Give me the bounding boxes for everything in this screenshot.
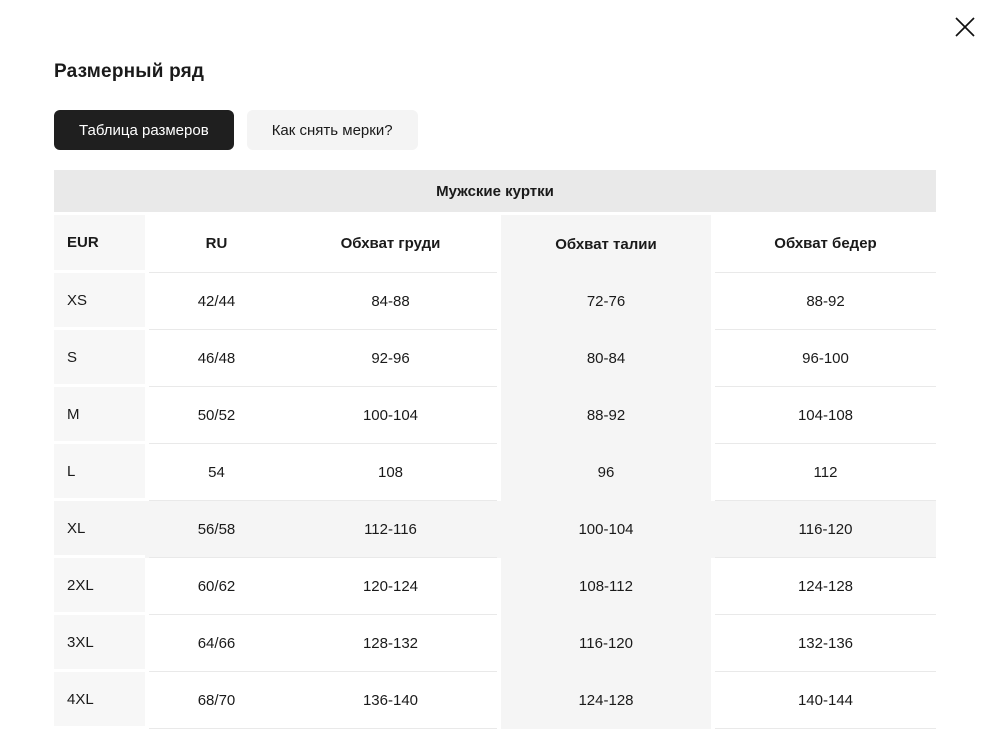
column-header-hips: Обхват бедер <box>715 215 936 273</box>
cell-waist: 96 <box>501 444 711 501</box>
cell-eur-size: 2XL <box>54 558 145 615</box>
cell-ru-size: 54 <box>149 444 284 501</box>
table-row-xl: XL 56/58 112-116 100-104 116-120 <box>54 501 936 558</box>
cell-hips: 112 <box>715 444 936 501</box>
cell-hips: 96-100 <box>715 330 936 387</box>
cell-ru-size: 56/58 <box>149 501 284 558</box>
cell-chest: 112-116 <box>284 501 497 558</box>
cell-eur-size: M <box>54 387 145 444</box>
cell-waist: 72-76 <box>501 273 711 330</box>
column-header-ru: RU <box>149 215 284 273</box>
cell-eur-size: L <box>54 444 145 501</box>
cell-chest: 100-104 <box>284 387 497 444</box>
tab-bar: Таблица размеров Как снять мерки? <box>54 110 418 150</box>
cell-eur-size: XL <box>54 501 145 558</box>
cell-ru-size: 46/48 <box>149 330 284 387</box>
tab-size-table[interactable]: Таблица размеров <box>54 110 234 150</box>
cell-eur-size: 4XL <box>54 672 145 729</box>
cell-eur-size: S <box>54 330 145 387</box>
cell-chest: 108 <box>284 444 497 501</box>
tab-how-to-measure[interactable]: Как снять мерки? <box>246 110 418 150</box>
cell-ru-size: 50/52 <box>149 387 284 444</box>
cell-chest: 120-124 <box>284 558 497 615</box>
cell-chest: 136-140 <box>284 672 497 729</box>
column-header-eur: EUR <box>54 215 145 273</box>
size-table: Мужские куртки EUR RU Обхват груди Обхва… <box>54 170 936 729</box>
cell-ru-size: 60/62 <box>149 558 284 615</box>
table-caption: Мужские куртки <box>54 170 936 212</box>
close-icon <box>955 17 975 37</box>
modal-title: Размерный ряд <box>54 61 205 82</box>
cell-waist: 100-104 <box>578 521 634 538</box>
table-row-s: S 46/48 92-96 80-84 96-100 <box>54 330 936 387</box>
cell-hips: 116-120 <box>715 501 936 558</box>
cell-waist: 80-84 <box>501 330 711 387</box>
cell-ru-size: 68/70 <box>149 672 284 729</box>
table-row-l: L 54 108 96 112 <box>54 444 936 501</box>
cell-hips: 124-128 <box>715 558 936 615</box>
cell-eur-size: XS <box>54 273 145 330</box>
cell-waist: 88-92 <box>501 387 711 444</box>
column-header-waist: Обхват талии <box>501 215 711 273</box>
table-row-2xl: 2XL 60/62 120-124 108-112 124-128 <box>54 558 936 615</box>
cell-hips: 132-136 <box>715 615 936 672</box>
cell-hips: 140-144 <box>715 672 936 729</box>
cell-ru-size: 64/66 <box>149 615 284 672</box>
cell-chest: 128-132 <box>284 615 497 672</box>
column-header-chest: Обхват груди <box>284 215 497 273</box>
table-row-4xl: 4XL 68/70 136-140 124-128 140-144 <box>54 672 936 729</box>
table-row-3xl: 3XL 64/66 128-132 116-120 132-136 <box>54 615 936 672</box>
cell-waist: 116-120 <box>501 615 711 672</box>
cell-ru-size: 42/44 <box>149 273 284 330</box>
cell-hips: 104-108 <box>715 387 936 444</box>
close-button[interactable] <box>949 11 981 43</box>
cell-waist: 124-128 <box>501 672 711 729</box>
cell-chest: 92-96 <box>284 330 497 387</box>
cell-waist: 108-112 <box>501 558 711 615</box>
cell-eur-size: 3XL <box>54 615 145 672</box>
cell-chest: 84-88 <box>284 273 497 330</box>
table-row-xs: XS 42/44 84-88 72-76 88-92 <box>54 273 936 330</box>
table-header-row: EUR RU Обхват груди Обхват талии Обхват … <box>54 215 936 273</box>
table-row-m: M 50/52 100-104 88-92 104-108 <box>54 387 936 444</box>
cell-hips: 88-92 <box>715 273 936 330</box>
